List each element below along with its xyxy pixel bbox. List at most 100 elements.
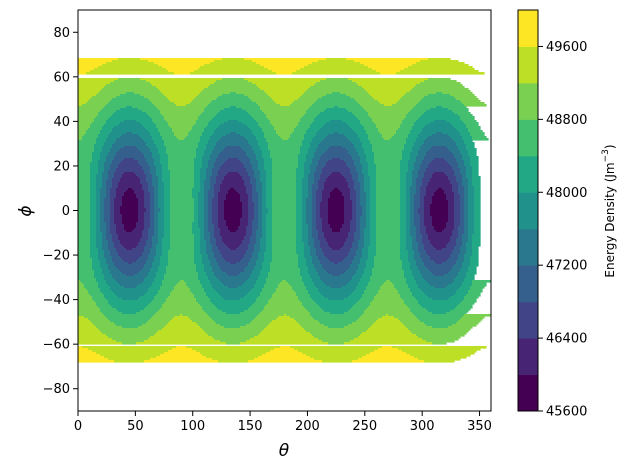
contour-cell [460, 204, 465, 207]
contour-cell [464, 200, 469, 203]
contour-cell [368, 282, 385, 285]
contour-cell [136, 194, 145, 197]
contour-cell [90, 214, 97, 217]
contour-cell [312, 160, 319, 163]
contour-cell [106, 184, 113, 187]
contour-cell [146, 112, 161, 115]
contour-cell [356, 224, 361, 227]
contour-cell [302, 220, 307, 223]
contour-cell [304, 250, 311, 253]
contour-cell [78, 154, 93, 157]
contour-cell [220, 230, 231, 233]
contour-cell [416, 262, 425, 265]
contour-cell [388, 314, 415, 317]
contour-cell [346, 136, 359, 139]
contour-cell [196, 122, 209, 125]
contour-cell [148, 184, 153, 187]
contour-cell [410, 90, 471, 93]
contour-cell [138, 326, 165, 329]
contour-cell [208, 198, 213, 201]
contour-cell [296, 230, 303, 233]
contour-cell [458, 190, 465, 193]
contour-cell [256, 238, 261, 241]
contour-cell [298, 256, 305, 259]
contour-cell [200, 236, 205, 239]
contour-cell [134, 158, 147, 161]
contour-cell [216, 290, 251, 293]
contour-cell [122, 272, 139, 275]
contour-cell [102, 182, 107, 185]
contour-cell [402, 156, 411, 159]
contour-cell [78, 182, 91, 185]
contour-cell [472, 168, 479, 171]
contour-cell [144, 220, 151, 223]
contour-cell [356, 216, 361, 219]
contour-cell [360, 140, 371, 143]
contour-cell [218, 278, 249, 281]
contour-cell [294, 318, 315, 321]
colorbar-band [518, 46, 538, 84]
contour-cell [236, 92, 267, 95]
contour-cell [200, 282, 211, 285]
contour-cell [258, 208, 263, 211]
contour-cell [302, 228, 309, 231]
contour-cell [196, 150, 205, 153]
contour-cell [166, 300, 197, 303]
contour-cell [470, 162, 479, 165]
contour-cell [262, 156, 271, 159]
contour-cell [426, 110, 453, 113]
contour-cell [296, 196, 303, 199]
contour-cell [198, 222, 205, 225]
contour-cell [142, 184, 149, 187]
contour-cell [164, 302, 199, 305]
contour-cell [416, 180, 423, 183]
contour-cell [98, 164, 105, 167]
contour-cell [168, 322, 197, 325]
contour-cell [462, 234, 469, 237]
contour-cell [272, 296, 299, 299]
contour-cell [122, 298, 139, 301]
contour-cell [316, 116, 357, 119]
contour-cell [350, 226, 357, 229]
contour-cell [150, 268, 159, 271]
contour-cell [216, 114, 251, 117]
contour-cell [370, 178, 377, 181]
contour-cell [358, 180, 365, 183]
contour-cell [296, 192, 303, 195]
contour-cell [354, 114, 369, 117]
contour-cell [370, 176, 377, 179]
contour-cell [304, 134, 317, 137]
contour-cell [300, 118, 315, 121]
contour-cell [290, 284, 305, 287]
contour-cell [170, 214, 195, 217]
contour-cell [472, 250, 479, 253]
contour-cell [206, 148, 215, 151]
contour-cell [220, 124, 247, 127]
contour-cell [198, 324, 221, 327]
contour-cell [152, 102, 175, 105]
contour-cell [350, 280, 361, 283]
contour-cell [450, 270, 461, 273]
contour-cell [364, 176, 371, 179]
contour-cell [198, 274, 207, 277]
contour-cell [464, 198, 469, 201]
contour-cell [318, 258, 329, 261]
contour-cell [158, 206, 165, 209]
contour-cell [116, 140, 145, 143]
contour-cell [210, 300, 257, 303]
contour-cell [212, 118, 255, 121]
contour-cell [230, 106, 237, 109]
contour-cell [214, 162, 225, 165]
contour-cell [258, 356, 311, 359]
contour-cell [270, 350, 299, 353]
contour-cell [366, 130, 379, 133]
contour-cell [78, 294, 91, 297]
contour-cell [356, 214, 363, 217]
contour-cell [320, 212, 329, 215]
contour-cell [460, 270, 469, 273]
contour-cell [176, 284, 187, 287]
contour-cell [164, 202, 171, 205]
contour-cell [212, 220, 219, 223]
contour-cell [468, 230, 475, 233]
contour-cell [96, 196, 101, 199]
